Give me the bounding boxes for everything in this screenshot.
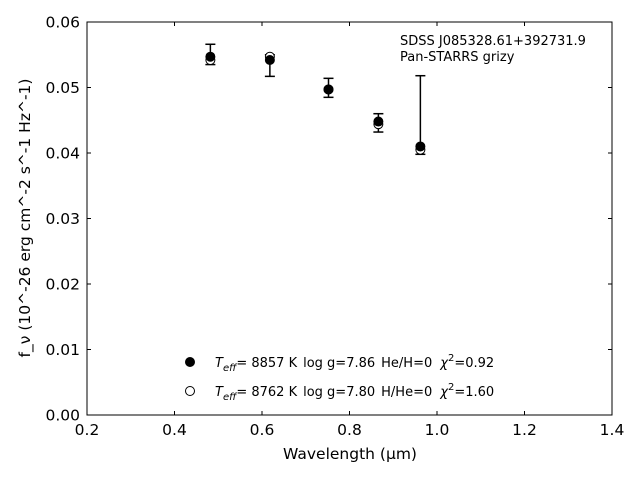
x-axis-label: Wavelength (μm) xyxy=(283,445,417,463)
x-tick-label: 1.4 xyxy=(600,421,625,439)
error-bars xyxy=(205,43,426,156)
y-axis-label: f_ν (10^-26 erg cm^-2 s^-1 Hz^-1) xyxy=(16,79,35,358)
x-tick-label: 1.2 xyxy=(512,421,537,439)
legend-marker-filled xyxy=(185,357,195,367)
y-tick-label: 0.01 xyxy=(45,341,80,359)
data-point-filled xyxy=(323,84,334,95)
data-point-filled xyxy=(205,51,216,62)
data-markers xyxy=(205,51,426,155)
annotation-line-1: SDSS J085328.61+392731.9 xyxy=(400,34,586,49)
legend-marker-open xyxy=(185,386,195,396)
x-tick-label: 0.6 xyxy=(250,421,275,439)
x-tick-label: 0.4 xyxy=(162,421,187,439)
axis-ticks: 0.2 0.4 0.6 0.8 1.0 1.2 1.4 0.00 0.01 0.02 0.03 0.0… xyxy=(45,14,624,440)
y-tick-label: 0.06 xyxy=(45,14,80,32)
data-point-filled xyxy=(415,141,426,152)
x-tick-label: 1.0 xyxy=(425,421,450,439)
y-tick-label: 0.02 xyxy=(45,276,80,294)
y-tick-label: 0.05 xyxy=(45,79,80,97)
y-tick-label: 0.03 xyxy=(45,210,80,228)
y-tick-label: 0.04 xyxy=(45,145,80,163)
y-tick-label: 0.00 xyxy=(45,407,80,425)
data-point-filled xyxy=(264,54,275,65)
data-point-filled xyxy=(373,116,384,127)
x-tick-label: 0.2 xyxy=(75,421,100,439)
annotation-line-2: Pan-STARRS grizy xyxy=(400,50,515,65)
x-tick-label: 0.8 xyxy=(337,421,362,439)
